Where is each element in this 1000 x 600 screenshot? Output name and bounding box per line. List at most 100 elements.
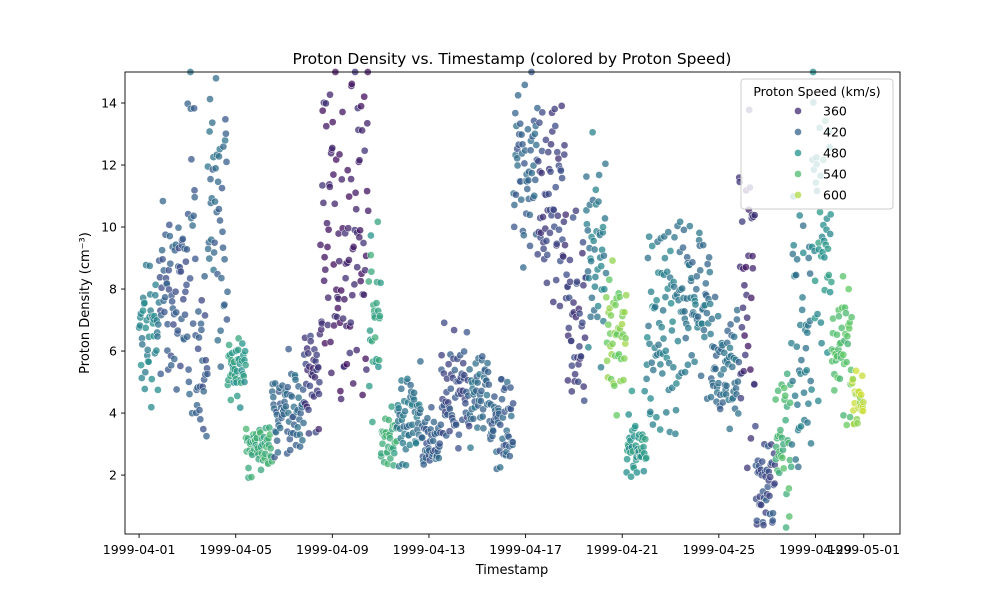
- data-point: [478, 412, 487, 421]
- x-tick-label: 1999-04-13: [393, 542, 466, 557]
- data-point: [667, 299, 675, 308]
- data-point: [575, 342, 584, 351]
- data-point: [654, 340, 663, 349]
- data-point: [859, 398, 868, 407]
- y-tick-label: 2: [109, 468, 117, 483]
- data-point: [206, 95, 214, 103]
- data-point: [703, 309, 711, 317]
- data-point: [322, 99, 330, 108]
- data-point: [367, 267, 376, 276]
- data-point: [496, 420, 505, 429]
- data-point: [147, 403, 156, 412]
- data-point: [350, 280, 359, 289]
- data-point: [816, 208, 824, 216]
- data-point: [195, 333, 203, 342]
- x-tick-label: 1999-04-25: [683, 542, 756, 557]
- data-point: [140, 385, 149, 393]
- data-point: [225, 341, 233, 349]
- y-axis-title: Proton Density (cm⁻³): [78, 232, 93, 374]
- data-point: [176, 362, 185, 370]
- data-point: [190, 193, 199, 202]
- data-point: [648, 242, 657, 250]
- y-tick-label: 10: [101, 220, 117, 235]
- data-point: [558, 174, 566, 182]
- data-point: [140, 299, 149, 307]
- data-point: [483, 359, 492, 367]
- data-point: [519, 263, 528, 272]
- data-point: [478, 352, 487, 361]
- data-point: [786, 398, 794, 407]
- data-point: [814, 397, 823, 405]
- data-point: [257, 466, 265, 474]
- legend-label: 420: [823, 125, 847, 140]
- data-point: [217, 274, 226, 282]
- data-point: [360, 92, 369, 101]
- data-point: [539, 244, 548, 253]
- data-point: [610, 381, 619, 390]
- data-point: [791, 391, 799, 400]
- data-point: [315, 378, 324, 387]
- data-point: [769, 509, 777, 518]
- data-point: [553, 211, 562, 220]
- data-point: [785, 512, 794, 521]
- data-point: [696, 266, 705, 275]
- data-point: [719, 365, 728, 374]
- data-point: [222, 129, 230, 138]
- data-point: [212, 74, 220, 83]
- data-point: [734, 377, 742, 386]
- data-point: [410, 388, 418, 397]
- legend-label: 360: [823, 104, 847, 119]
- data-point: [690, 357, 699, 366]
- data-point: [512, 190, 520, 199]
- data-point: [336, 387, 345, 395]
- data-point: [174, 223, 183, 232]
- data-point: [644, 322, 653, 330]
- data-point: [490, 392, 499, 401]
- data-point: [706, 300, 715, 308]
- data-point: [747, 434, 755, 443]
- data-point: [788, 250, 797, 258]
- data-point: [293, 423, 302, 432]
- data-point: [661, 346, 670, 355]
- data-point: [612, 411, 621, 420]
- data-point: [706, 330, 715, 338]
- data-point: [138, 340, 147, 349]
- data-point: [346, 318, 355, 327]
- data-point: [857, 390, 866, 399]
- data-point: [679, 243, 687, 252]
- data-point: [743, 464, 752, 472]
- data-point: [858, 371, 867, 380]
- data-point: [316, 241, 325, 249]
- data-point: [795, 211, 804, 220]
- data-point: [322, 122, 331, 131]
- data-point: [201, 311, 209, 320]
- data-point: [553, 148, 562, 157]
- data-point: [543, 279, 551, 287]
- data-point: [520, 159, 529, 168]
- data-point: [269, 393, 278, 402]
- data-point: [153, 332, 162, 341]
- data-point: [758, 457, 767, 466]
- data-point: [579, 238, 587, 247]
- data-point: [430, 418, 438, 426]
- data-point: [564, 324, 573, 332]
- data-point: [538, 108, 547, 117]
- data-point: [602, 293, 611, 302]
- data-point: [561, 241, 569, 249]
- data-point: [751, 422, 760, 431]
- data-point: [172, 385, 181, 394]
- data-point: [787, 462, 796, 471]
- y-tick-label: 12: [101, 158, 117, 173]
- data-point: [740, 331, 749, 340]
- data-point: [154, 386, 162, 394]
- data-point: [597, 262, 606, 270]
- data-point: [734, 409, 743, 418]
- data-point: [477, 387, 486, 395]
- data-point: [859, 407, 867, 415]
- data-point: [304, 405, 313, 414]
- data-point: [365, 382, 374, 390]
- data-point: [147, 375, 156, 383]
- data-point: [642, 375, 651, 383]
- data-point: [700, 326, 708, 334]
- data-point: [200, 272, 209, 281]
